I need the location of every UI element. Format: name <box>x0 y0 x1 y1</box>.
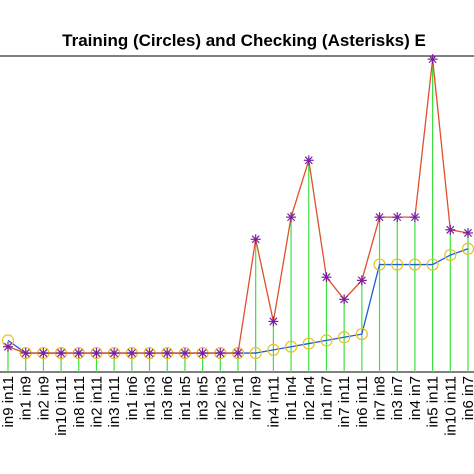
x-tick-label: in1 in3 <box>142 376 159 420</box>
asterisk-stroke <box>269 317 278 326</box>
checking-marker <box>109 348 120 359</box>
asterisk-stroke <box>233 349 243 358</box>
x-tick-label: in7 in11 <box>336 376 353 427</box>
x-tick-label: in9 in11 <box>0 376 17 427</box>
training-marker <box>373 258 386 271</box>
training-marker <box>267 343 280 356</box>
x-tick-label: in7 in9 <box>248 376 265 420</box>
asterisk-stroke <box>287 213 296 222</box>
checking-marker <box>250 234 261 245</box>
checking-marker <box>20 348 31 359</box>
training-marker <box>408 258 422 271</box>
checking-marker <box>215 348 226 359</box>
training-marker <box>391 258 404 271</box>
asterisk-stroke <box>163 349 172 358</box>
asterisk-stroke <box>21 349 30 358</box>
asterisk-stroke <box>304 156 313 165</box>
x-tick-label: in2 in1 <box>230 376 247 420</box>
checking-marker <box>144 348 155 359</box>
asterisk-stroke <box>463 228 473 237</box>
asterisk-stroke <box>410 213 419 222</box>
asterisk-stroke <box>3 342 13 351</box>
x-tick-label: in4 in7 <box>407 376 424 420</box>
checking-marker <box>162 348 173 359</box>
x-tick-label: in1 in6 <box>124 376 141 420</box>
asterisk-stroke <box>145 349 154 358</box>
x-tick-label: in1 in4 <box>283 376 300 420</box>
checking-marker <box>356 275 367 286</box>
chart-title: Training (Circles) and Checking (Asteris… <box>62 31 426 50</box>
checking-marker <box>286 212 297 223</box>
x-tick-label: in5 in11 <box>425 376 442 427</box>
checking-marker <box>463 227 473 238</box>
x-tick-label: in10 in11 <box>442 376 459 436</box>
checking-marker <box>427 54 438 65</box>
checking-marker <box>126 348 137 359</box>
checking-marker <box>303 155 314 166</box>
checking-marker <box>409 212 420 223</box>
training-marker <box>444 248 457 262</box>
x-tick-label: in6 in7 <box>460 376 474 420</box>
checking-marker <box>392 212 403 223</box>
training-marker <box>249 346 262 360</box>
training-marker <box>338 331 351 344</box>
x-tick-label: in2 in11 <box>88 376 105 427</box>
checking-marker <box>73 348 84 359</box>
asterisk-stroke <box>180 349 189 358</box>
x-tick-label: in1 in7 <box>318 376 335 420</box>
asterisk-stroke <box>322 273 331 282</box>
asterisk-stroke <box>446 225 455 234</box>
training-marker <box>320 334 333 347</box>
asterisk-stroke <box>357 276 366 285</box>
asterisk-stroke <box>198 349 207 358</box>
checking-marker <box>197 348 208 359</box>
checking-marker <box>91 348 102 359</box>
x-tick-label: in2 in9 <box>35 376 52 420</box>
x-tick-label: in8 in11 <box>71 376 88 427</box>
asterisk-stroke <box>393 213 402 222</box>
asterisk-stroke <box>127 349 136 358</box>
x-tick-label: in2 in4 <box>301 376 318 420</box>
training-marker <box>284 340 298 353</box>
x-tick-label: in3 in5 <box>195 376 212 420</box>
asterisk-stroke <box>340 295 349 304</box>
x-tick-label: in1 in9 <box>18 376 35 420</box>
x-tick-label: in7 in8 <box>372 376 389 420</box>
checking-marker <box>339 294 350 305</box>
training-marker <box>302 337 315 350</box>
checking-marker <box>321 272 332 283</box>
x-tick-label: in3 in6 <box>159 376 176 420</box>
checking-marker <box>56 348 67 359</box>
asterisk-stroke <box>375 213 384 222</box>
asterisk-stroke <box>39 349 48 358</box>
checking-marker <box>233 348 243 359</box>
x-tick-label: in1 in5 <box>177 376 194 420</box>
asterisk-stroke <box>251 235 260 244</box>
asterisk-stroke <box>428 55 437 64</box>
asterisk-stroke <box>57 349 66 358</box>
x-tick-label: in2 in3 <box>212 376 229 420</box>
checking-marker <box>445 224 456 235</box>
asterisk-stroke <box>92 349 101 358</box>
x-tick-label: in4 in11 <box>265 376 282 427</box>
checking-marker <box>179 348 190 359</box>
x-tick-label: in6 in11 <box>354 376 371 427</box>
x-tick-label: in3 in11 <box>106 376 123 427</box>
training-marker <box>426 258 439 271</box>
asterisk-stroke <box>110 349 119 358</box>
checking-marker <box>268 316 279 327</box>
training-marker <box>355 327 368 341</box>
x-tick-label: in10 in11 <box>53 376 70 436</box>
checking-marker <box>374 212 385 223</box>
checking-marker <box>3 341 13 352</box>
asterisk-stroke <box>216 349 225 358</box>
asterisk-stroke <box>74 349 83 358</box>
checking-marker <box>38 348 49 359</box>
x-tick-label: in3 in7 <box>389 376 406 420</box>
